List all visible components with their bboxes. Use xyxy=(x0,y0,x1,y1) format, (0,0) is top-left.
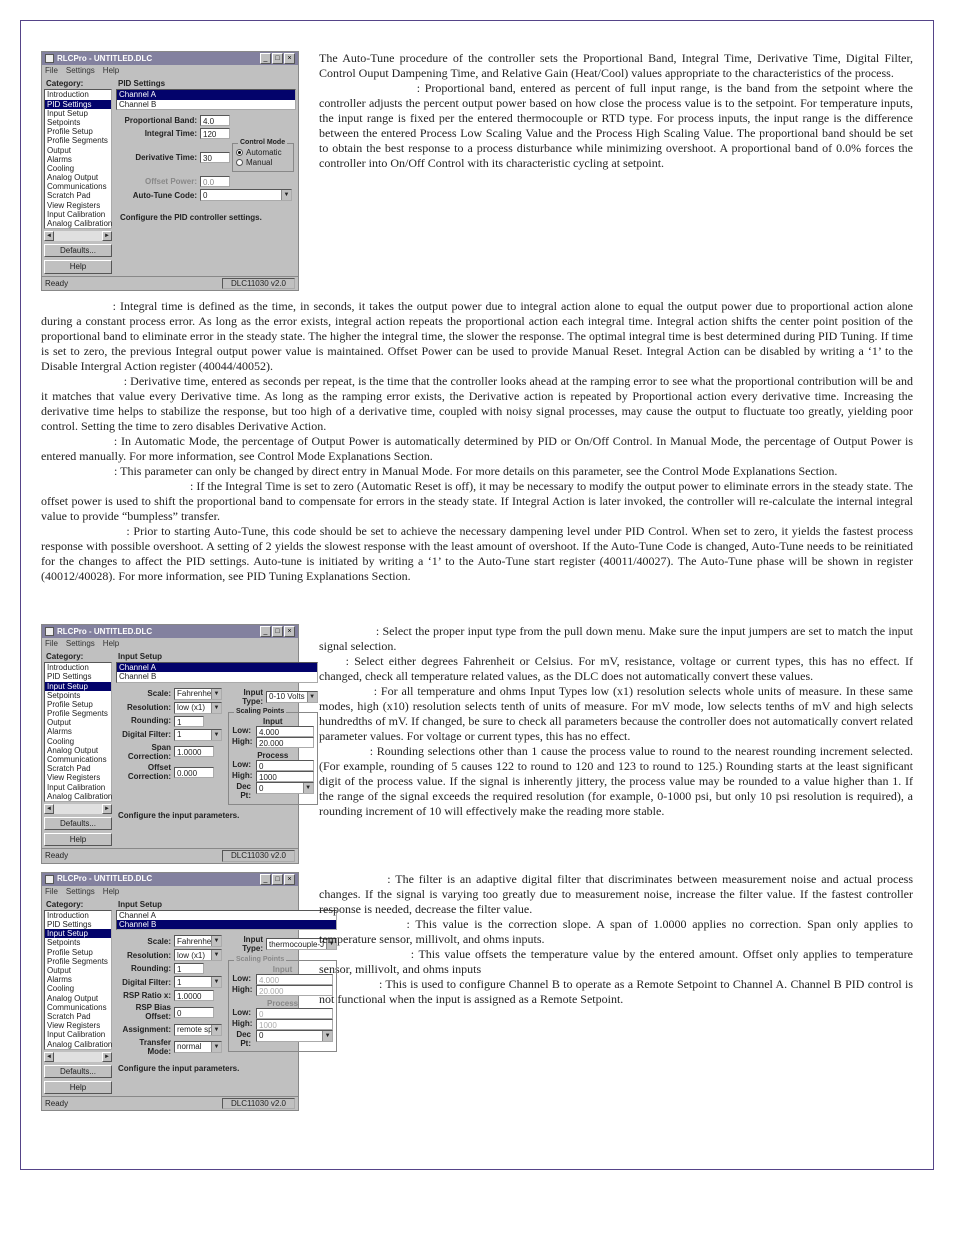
list-item[interactable]: Analog Output xyxy=(45,173,111,182)
body-p12: : Rounding selections other than 1 cause… xyxy=(319,744,913,818)
list-item[interactable]: Alarms xyxy=(45,155,111,164)
atc-label: Auto-Tune Code: xyxy=(118,191,200,200)
it-input[interactable]: 120 xyxy=(200,128,230,139)
status-version: DLC11030 v2.0 xyxy=(222,278,295,289)
type-dropdown[interactable]: 0-10 Volts▼ xyxy=(266,691,318,703)
close-button[interactable]: × xyxy=(284,53,295,64)
app-icon xyxy=(45,54,54,63)
body-p11: : For all temperature and ohms Input Typ… xyxy=(319,684,913,743)
list-item[interactable]: Input Calibration xyxy=(45,210,111,219)
list-item[interactable]: Communications xyxy=(45,182,111,191)
screenshot-input2: RLCPro - UNTITLED.DLC _□× FileSettingsHe… xyxy=(41,872,301,1112)
body-p8: : Prior to starting Auto-Tune, this code… xyxy=(41,524,913,583)
list-item[interactable]: Output xyxy=(45,146,111,155)
span-input[interactable]: 1.0000 xyxy=(174,746,214,757)
ctrlmode-title: Control Mode xyxy=(238,139,287,147)
res-dropdown[interactable]: low (x1)▼ xyxy=(174,702,222,714)
list-item[interactable]: Profile Segments xyxy=(45,136,111,145)
list-item[interactable]: Cooling xyxy=(45,164,111,173)
list-item[interactable]: View Registers xyxy=(45,201,111,210)
body-p13: : The filter is an adaptive digital filt… xyxy=(319,872,913,916)
window-title: RLCPro - UNTITLED.DLC xyxy=(57,54,257,63)
defaults-button[interactable]: Defaults... xyxy=(44,244,112,257)
body-p14: : This value is the correction slope. A … xyxy=(319,917,913,946)
body-p15: : This value offsets the temperature val… xyxy=(319,947,913,976)
body-p16: : This is used to configure Channel B to… xyxy=(319,977,913,1006)
maximize-button[interactable]: □ xyxy=(272,53,283,64)
atc-dropdown[interactable]: 0▼ xyxy=(200,189,292,201)
titlebar: RLCPro - UNTITLED.DLC _ □ × xyxy=(42,52,298,65)
category-list[interactable]: Introduction PID Settings Input Setup Se… xyxy=(44,89,112,229)
op-input: 0.0 xyxy=(200,176,230,187)
page-title: PID Settings xyxy=(116,78,296,89)
pb-label: Proportional Band: xyxy=(118,116,200,125)
body-p4: : Derivative time, entered as seconds pe… xyxy=(41,374,913,433)
channel-a[interactable]: Channel A xyxy=(117,90,295,99)
round-input[interactable]: 1 xyxy=(174,716,204,727)
config-msg: Configure the PID controller settings. xyxy=(118,209,294,226)
body-p9: : Select the proper input type from the … xyxy=(319,624,913,653)
h-scrollbar[interactable]: ◄► xyxy=(44,231,112,241)
body-p10: : Select either degrees Fahrenheit or Ce… xyxy=(319,654,913,683)
body-p2: : Proportional band, entered as percent … xyxy=(319,81,913,170)
menu-settings[interactable]: Settings xyxy=(66,66,95,75)
list-item[interactable]: Setpoints xyxy=(45,118,111,127)
radio-auto-label: Automatic xyxy=(246,148,282,157)
off-input[interactable]: 0.000 xyxy=(174,767,214,778)
pb-input[interactable]: 4.0 xyxy=(200,115,230,126)
list-item[interactable]: PID Settings xyxy=(45,100,111,109)
menu-file[interactable]: File xyxy=(45,66,58,75)
dt-label: Derivative Time: xyxy=(118,153,200,162)
screenshot-input1: RLCPro - UNTITLED.DLC _□× FileSettingsHe… xyxy=(41,624,301,864)
channel-b[interactable]: Channel B xyxy=(117,100,295,109)
menubar: File Settings Help xyxy=(42,65,298,76)
op-label: Offset Power: xyxy=(118,177,200,186)
status-ready: Ready xyxy=(45,279,222,288)
radio-manual[interactable] xyxy=(236,159,243,166)
category-list[interactable]: Introduction PID Settings Input Setup Se… xyxy=(44,662,112,802)
minimize-button[interactable]: _ xyxy=(260,53,271,64)
it-label: Integral Time: xyxy=(118,129,200,138)
body-p1: The Auto-Tune procedure of the controlle… xyxy=(319,51,913,81)
screenshot-pid: RLCPro - UNTITLED.DLC _ □ × File Setting… xyxy=(41,51,301,291)
channel-select[interactable]: Channel A Channel B xyxy=(116,89,296,109)
category-label: Category: xyxy=(44,78,112,89)
help-button[interactable]: Help xyxy=(44,260,112,273)
body-p6: : This parameter can only be changed by … xyxy=(114,464,837,478)
radio-manual-label: Manual xyxy=(246,158,272,167)
list-item[interactable]: Analog Calibration xyxy=(45,219,111,228)
menu-help[interactable]: Help xyxy=(103,66,119,75)
list-item[interactable]: Profile Setup xyxy=(45,127,111,136)
df-dropdown[interactable]: 1▼ xyxy=(174,729,222,741)
radio-auto[interactable] xyxy=(236,149,243,156)
list-item[interactable]: Input Setup xyxy=(45,109,111,118)
list-item[interactable]: Scratch Pad xyxy=(45,191,111,200)
body-p7: : If the Integral Time is set to zero (A… xyxy=(41,479,913,523)
body-p5: : In Automatic Mode, the percentage of O… xyxy=(41,434,913,463)
dt-input[interactable]: 30 xyxy=(200,152,230,163)
body-p3: : Integral time is defined as the time, … xyxy=(41,299,913,373)
list-item[interactable]: Introduction xyxy=(45,90,111,99)
scale-dropdown[interactable]: Fahrenheit (F)▼ xyxy=(174,688,222,700)
